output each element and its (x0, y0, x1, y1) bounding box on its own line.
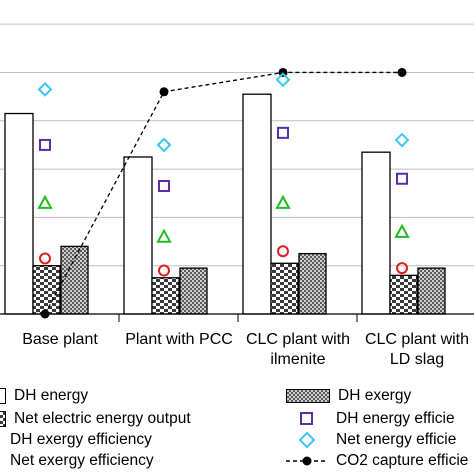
bar-white-0 (4, 112, 34, 315)
square-marker-2 (277, 126, 289, 139)
legend-item-net-electric: Net electric energy output (0, 409, 191, 429)
diamond-marker-0 (37, 81, 53, 97)
legend-label-net-electric: Net electric energy output (14, 410, 191, 427)
legend-label-net-energy-efficiency: Net energy efficie (336, 431, 457, 448)
bar-dots-1 (179, 267, 208, 315)
legend-swatch-white-bar (0, 388, 6, 404)
legend-label-dh-exergy-efficiency: DH exergy efficiency (10, 431, 152, 448)
diamond-marker-icon (298, 431, 316, 449)
legend-swatch-brick-bar (0, 411, 6, 427)
category-label-0-0: Base plant (22, 331, 98, 348)
category-label-1-0: Plant with PCC (125, 331, 233, 348)
bar-brick-0 (32, 265, 61, 315)
square-marker-1 (158, 179, 170, 192)
legend-label-net-exergy-efficiency: Net exergy efficiency (10, 452, 154, 469)
co2-capture-point-1 (159, 87, 169, 97)
legend-item-net-energy-efficiency: Net energy efficie (286, 430, 456, 450)
bar-white-2 (242, 93, 272, 315)
legend-item-dh-exergy: DH exergy (286, 386, 411, 406)
legend-swatch-dots-bar (286, 389, 330, 403)
bar-white-1 (123, 156, 153, 315)
chart-plot: Base plant Plant with PCC CLC plant with il… (0, 23, 474, 368)
legend-item-dh-exergy-efficiency: DH exergy efficiency (10, 430, 152, 450)
square-marker-icon (300, 412, 313, 425)
circle-marker-1 (158, 264, 170, 277)
circle-marker-3 (396, 262, 408, 275)
bar-white-3 (361, 151, 391, 315)
category-label-2-0: CLC plant with (246, 331, 350, 348)
category-label-3-1: LD slag (390, 351, 444, 368)
bar-brick-1 (151, 277, 180, 315)
triangle-marker-3 (394, 223, 410, 238)
category-label-3-0: CLC plant with (365, 331, 469, 348)
triangle-marker-1 (156, 228, 172, 243)
category-label-2-1: ilmenite (270, 351, 325, 368)
co2-capture-line (44, 71, 402, 315)
legend-label-dh-energy: DH energy (14, 387, 89, 404)
bar-dots-0 (60, 245, 89, 315)
bar-dots-3 (417, 267, 446, 315)
legend-item-dh-energy: DH energy (0, 386, 88, 406)
square-marker-3 (396, 172, 408, 185)
bar-dots-2 (298, 252, 327, 315)
legend-label-dh-exergy: DH exergy (338, 387, 412, 404)
triangle-marker-0 (37, 194, 53, 209)
co2-capture-point-3 (397, 67, 407, 77)
triangle-marker-2 (275, 194, 291, 209)
square-marker-0 (39, 138, 51, 151)
legend-label-dh-energy-efficiency: DH energy efficie (336, 410, 455, 427)
legend-item-dh-energy-efficiency: DH energy efficie (286, 409, 455, 429)
bar-brick-2 (270, 262, 299, 315)
bar-brick-3 (389, 274, 418, 315)
diamond-marker-3 (394, 132, 410, 148)
circle-marker-0 (39, 252, 51, 265)
legend-item-co2-capture-efficiency: CO2 capture efficie (286, 451, 468, 471)
legend-item-net-exergy-efficiency: Net exergy efficiency (10, 451, 154, 471)
legend-label-co2-capture-efficiency: CO2 capture efficie (336, 452, 469, 469)
diamond-marker-1 (156, 137, 172, 153)
circle-marker-2 (277, 245, 289, 258)
dashed-line-marker-icon (286, 456, 328, 466)
chart-legend: DH energy DH exergy Net electric energy … (0, 380, 474, 474)
diamond-marker-2 (275, 72, 291, 88)
